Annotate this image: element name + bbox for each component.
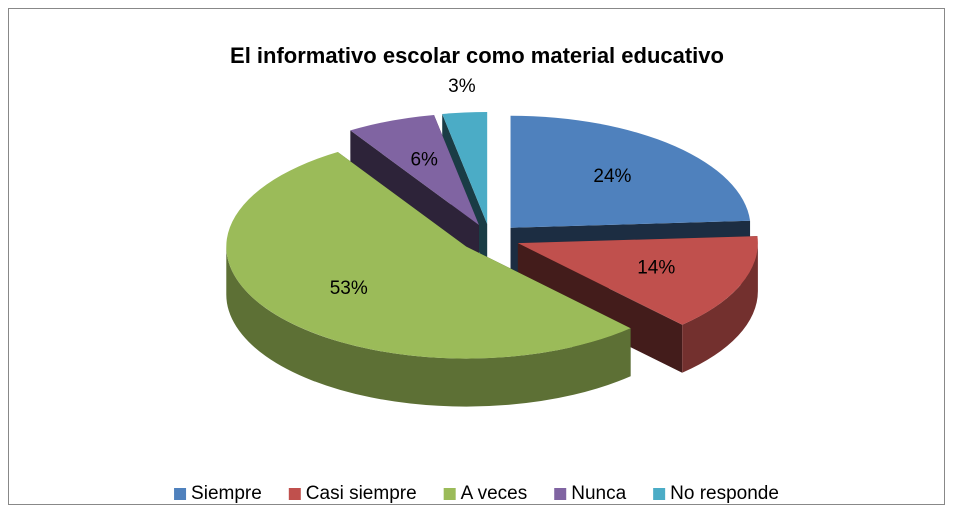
data-label: 53% (330, 278, 368, 299)
data-label: 3% (448, 76, 476, 97)
slice-side (682, 243, 758, 373)
slice (517, 236, 758, 373)
chart-title: El informativo escolar como material edu… (230, 43, 724, 68)
slice-top (517, 236, 758, 325)
legend-label: A veces (461, 483, 528, 504)
legend-item: A veces (443, 483, 528, 504)
legend-swatch (443, 488, 456, 500)
data-label: 6% (410, 149, 438, 170)
legend-swatch (554, 488, 567, 500)
data-label: 14% (637, 258, 675, 279)
data-label: 24% (593, 166, 631, 187)
legend-label: Siempre (191, 483, 262, 504)
slice (226, 152, 631, 407)
slice-top (350, 114, 479, 225)
legend-item: Siempre (174, 483, 262, 504)
slice-top (510, 115, 751, 228)
slice-wall (517, 243, 683, 373)
slice-side (226, 246, 631, 407)
pie (226, 112, 758, 407)
legend-label: Casi siempre (306, 483, 417, 504)
legend-item: Casi siempre (288, 483, 417, 504)
legend-item: No responde (653, 483, 779, 504)
data-labels: 24% 14% 53% 6% 3% (330, 76, 676, 299)
legend-label: Nunca (571, 483, 626, 504)
legend-swatch (174, 488, 187, 500)
legend-label: No responde (670, 483, 779, 504)
legend-item: Nunca (554, 483, 627, 504)
legend-swatch (288, 488, 301, 500)
slice-top (226, 152, 631, 359)
legend-swatch (653, 488, 666, 500)
legend: Siempre Casi siempre A veces Nunca No respon… (174, 483, 779, 504)
slice-top (442, 112, 488, 225)
